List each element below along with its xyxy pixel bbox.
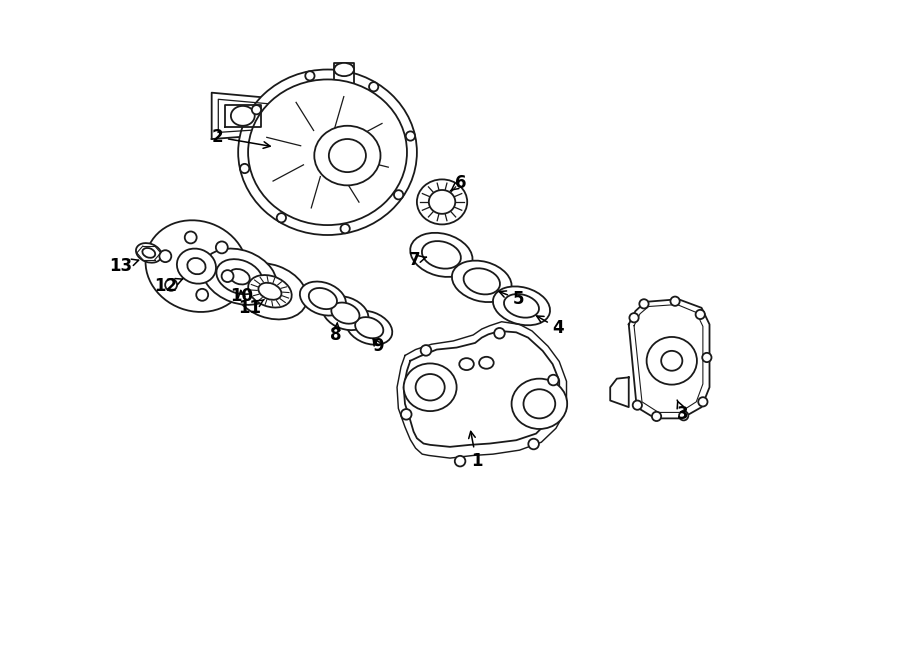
Circle shape (369, 82, 378, 91)
Circle shape (406, 131, 415, 140)
Ellipse shape (328, 139, 366, 172)
Ellipse shape (511, 379, 567, 429)
Circle shape (633, 401, 642, 410)
Ellipse shape (322, 296, 368, 330)
Circle shape (159, 250, 171, 262)
Ellipse shape (136, 243, 162, 263)
Text: 10: 10 (230, 287, 253, 305)
Circle shape (698, 397, 707, 406)
Text: 6: 6 (450, 173, 467, 192)
Ellipse shape (231, 106, 255, 126)
Ellipse shape (300, 281, 346, 316)
Ellipse shape (662, 351, 682, 371)
Text: 12: 12 (154, 277, 183, 295)
Polygon shape (225, 105, 261, 127)
Ellipse shape (233, 263, 307, 320)
Circle shape (401, 409, 411, 420)
Polygon shape (404, 331, 559, 447)
Text: 8: 8 (330, 323, 342, 344)
Ellipse shape (459, 358, 473, 370)
Text: 9: 9 (373, 337, 384, 355)
Ellipse shape (417, 179, 467, 224)
Circle shape (696, 310, 705, 319)
Circle shape (276, 213, 286, 222)
Polygon shape (610, 377, 629, 407)
Circle shape (252, 105, 261, 115)
Circle shape (196, 289, 208, 301)
Ellipse shape (187, 258, 205, 274)
Text: 3: 3 (677, 400, 688, 424)
Ellipse shape (422, 241, 461, 269)
Ellipse shape (314, 126, 381, 185)
Text: 11: 11 (238, 299, 265, 318)
Text: 7: 7 (410, 251, 427, 269)
Ellipse shape (146, 220, 248, 312)
Ellipse shape (216, 259, 263, 295)
Ellipse shape (416, 374, 445, 401)
Ellipse shape (142, 248, 155, 258)
Circle shape (528, 439, 539, 449)
Ellipse shape (334, 63, 354, 76)
Ellipse shape (356, 317, 383, 338)
Ellipse shape (646, 337, 697, 385)
Circle shape (221, 270, 233, 282)
Ellipse shape (404, 363, 456, 411)
Polygon shape (334, 63, 354, 93)
Ellipse shape (504, 294, 539, 318)
Ellipse shape (258, 283, 282, 300)
Ellipse shape (524, 389, 555, 418)
Ellipse shape (346, 310, 392, 345)
Ellipse shape (202, 248, 276, 305)
Circle shape (548, 375, 559, 385)
Ellipse shape (248, 79, 407, 225)
Circle shape (420, 345, 431, 355)
Ellipse shape (479, 357, 494, 369)
Ellipse shape (238, 70, 417, 235)
Circle shape (494, 328, 505, 338)
Circle shape (216, 242, 228, 254)
Ellipse shape (493, 287, 550, 325)
Circle shape (240, 164, 249, 173)
Text: 2: 2 (212, 128, 270, 148)
Ellipse shape (428, 190, 455, 214)
Circle shape (670, 297, 680, 306)
Circle shape (305, 71, 314, 81)
Circle shape (702, 353, 712, 362)
Text: 5: 5 (500, 290, 525, 308)
Circle shape (394, 190, 403, 199)
Ellipse shape (410, 233, 473, 277)
Text: 4: 4 (536, 316, 564, 338)
Circle shape (184, 232, 197, 244)
Ellipse shape (177, 249, 216, 283)
Ellipse shape (230, 269, 249, 285)
Ellipse shape (464, 268, 500, 295)
Text: 1: 1 (469, 432, 482, 471)
Circle shape (165, 279, 177, 291)
Polygon shape (629, 299, 709, 418)
Ellipse shape (331, 303, 359, 324)
Ellipse shape (452, 261, 511, 302)
Text: 13: 13 (109, 257, 139, 275)
Ellipse shape (309, 288, 337, 309)
Polygon shape (212, 93, 284, 139)
Circle shape (652, 412, 662, 421)
Circle shape (629, 313, 639, 322)
Ellipse shape (248, 275, 292, 308)
Circle shape (680, 411, 688, 420)
Circle shape (340, 224, 350, 233)
Circle shape (454, 456, 465, 467)
Circle shape (639, 299, 649, 308)
